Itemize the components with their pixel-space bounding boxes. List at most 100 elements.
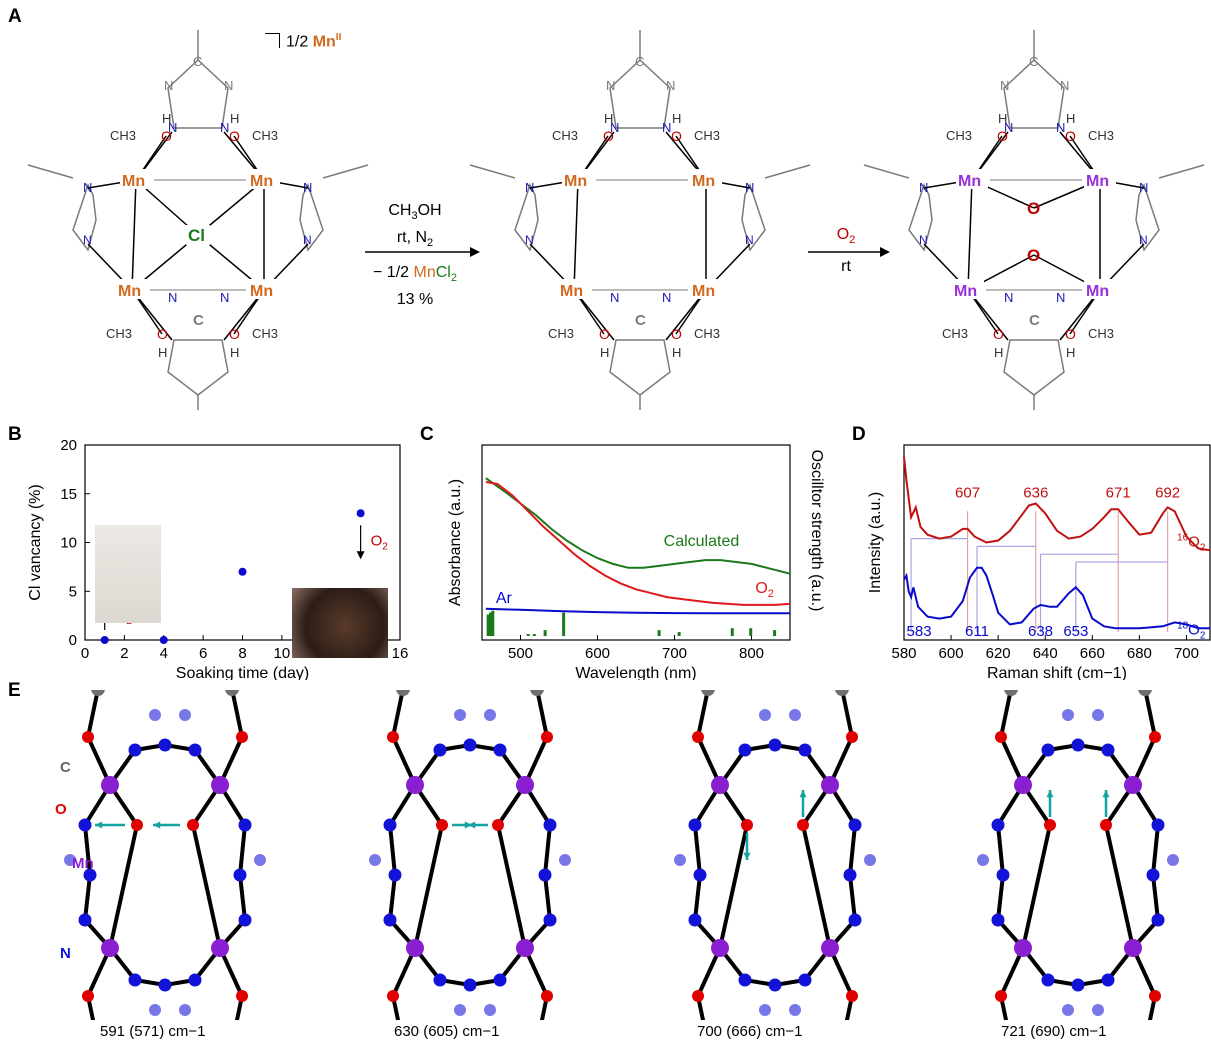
- displacement-arrowhead: [1046, 790, 1054, 798]
- data-point: [356, 509, 365, 518]
- nitrogen-atom: [543, 818, 557, 832]
- bond: [840, 690, 854, 738]
- x-tick-label: 700: [662, 645, 687, 662]
- oxygen-atom: [541, 731, 553, 743]
- oscillator-stick: [657, 630, 661, 636]
- nitrogen-atom: [188, 743, 202, 757]
- plot-frame: [903, 444, 1211, 641]
- bond: [999, 690, 1013, 738]
- bond: [1143, 690, 1157, 738]
- peak-label-top: 607: [955, 485, 980, 502]
- hydroxyl-h: H: [230, 111, 239, 126]
- nitrogen-atom: [388, 868, 402, 882]
- nitrogen-atom: [543, 913, 557, 927]
- x-tick-label: 10: [274, 645, 291, 662]
- panel-label-c: C: [420, 424, 434, 445]
- oxygen-atom: [387, 731, 399, 743]
- nitrogen-atom: [738, 743, 752, 757]
- mn-o-bond: [108, 783, 140, 949]
- mode-caption-1: 591 (571) cm−1: [100, 1023, 206, 1040]
- methyl-label: CH3: [110, 128, 136, 143]
- nitrogen-atom: [688, 913, 702, 927]
- x-tick-label: 16: [392, 645, 409, 662]
- hydroxyl-h: H: [1066, 345, 1075, 360]
- hydroxyl-h: H: [158, 345, 167, 360]
- nitrogen-atom-back: [254, 854, 266, 866]
- bond: [696, 995, 706, 1020]
- oxygen-atom: [692, 731, 704, 743]
- nitrogen-atom-back: [484, 709, 496, 721]
- nitrogen-atom: [493, 973, 507, 987]
- oxo-label: O: [1027, 199, 1040, 218]
- triazole-side: [741, 183, 766, 252]
- oxygen-atom: [1149, 731, 1161, 743]
- n-label: N: [1000, 78, 1009, 93]
- y-tick-label: 5: [69, 583, 77, 600]
- hydroxyl-o: O: [157, 326, 168, 342]
- displacement-arrowhead: [799, 790, 807, 798]
- bond: [999, 995, 1009, 1020]
- metal-label: Mn: [1086, 173, 1109, 190]
- nitrogen-atom-back: [369, 854, 381, 866]
- methyl-side: [863, 164, 910, 179]
- vibrational-modes: C O Mn N: [55, 690, 1179, 1020]
- hydroxyl-h: H: [230, 345, 239, 360]
- oxo-atom: [1100, 819, 1112, 831]
- nitrogen-atom: [768, 978, 782, 992]
- n-label: N: [1060, 78, 1069, 93]
- carbon-atom: [1138, 690, 1152, 696]
- carbon-label: C: [1029, 312, 1040, 329]
- plot-frame: [481, 444, 791, 641]
- n-label: N: [745, 233, 754, 247]
- x-tick-label: 600: [585, 645, 610, 662]
- annotation-o2-label: O2: [371, 532, 389, 552]
- nitrogen-atom: [848, 818, 862, 832]
- n-label: N: [610, 290, 619, 305]
- nitrogen-atom-back: [454, 709, 466, 721]
- triazole-bottom: [167, 339, 229, 396]
- manganese-atom: [406, 776, 424, 794]
- panel-label-b: B: [8, 424, 22, 445]
- n-label: N: [83, 180, 92, 195]
- nitrogen-atom: [1041, 973, 1055, 987]
- photo-crystals-before: [95, 525, 161, 623]
- bond: [391, 690, 405, 738]
- peak-label-bottom: 638: [1028, 623, 1053, 640]
- metal-label: Mn: [564, 173, 587, 190]
- triazole-bottom: [609, 339, 671, 396]
- peak-label-top: 636: [1023, 485, 1048, 502]
- peak-label-top: 692: [1155, 485, 1180, 502]
- hydroxyl-o: O: [671, 326, 682, 342]
- cluster-2: CNNNNCNNNNNNOHCH3OHCH3OHCH3OHCH3MnMnMnMn: [469, 30, 811, 410]
- mn-label-bg: [1084, 169, 1116, 189]
- hydroxyl-o: O: [1065, 128, 1076, 144]
- manganese-atom: [821, 939, 839, 957]
- nitrogen-atom: [991, 913, 1005, 927]
- carbon-atom: [225, 690, 239, 696]
- oscillator-stick: [526, 634, 530, 636]
- n-label: N: [525, 180, 534, 195]
- nitrogen-atom: [128, 743, 142, 757]
- manganese-atom: [211, 939, 229, 957]
- hydroxyl-o: O: [1065, 326, 1076, 342]
- nitrogen-atom-back: [559, 854, 571, 866]
- hydroxyl-h: H: [994, 345, 1003, 360]
- mn-label-bg: [248, 279, 280, 299]
- data-point: [238, 567, 247, 576]
- cl-label-bg: [186, 225, 210, 245]
- series-line-18o2: [903, 566, 1210, 630]
- y-axis-label: Cl vancancy (%): [27, 484, 44, 600]
- hydroxyl-o: O: [599, 326, 610, 342]
- panel-label-d: D: [852, 424, 866, 445]
- series-line-calculated: [485, 477, 791, 575]
- nitrogen-atom: [78, 818, 92, 832]
- mode-caption-4: 721 (690) cm−1: [1001, 1023, 1107, 1040]
- nitrogen-atom-back: [64, 854, 76, 866]
- nitrogen-atom-back: [454, 1004, 466, 1016]
- oxygen-atom: [82, 731, 94, 743]
- carbon-atom: [91, 690, 105, 696]
- data-point: [159, 636, 168, 644]
- oxygen-atom: [995, 990, 1007, 1002]
- triazole-bottom: [1003, 339, 1065, 396]
- x-tick-label: 800: [739, 645, 764, 662]
